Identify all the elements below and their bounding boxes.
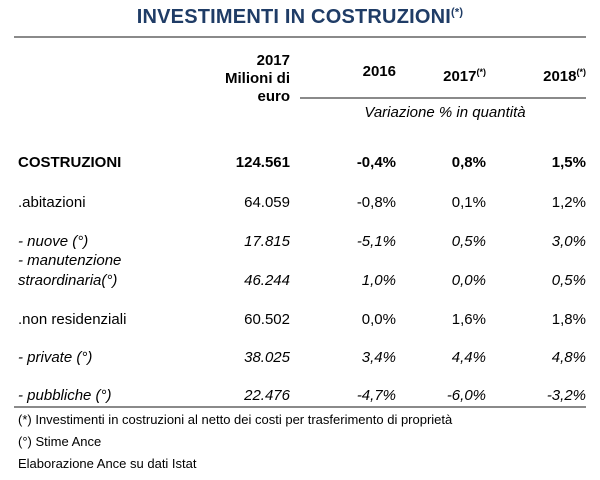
row-label: - pubbliche (°) (18, 387, 112, 404)
row-2018: 4,8% (551, 349, 586, 366)
footnote-1: (*) Investimenti in costruzioni al netto… (18, 412, 453, 427)
row-2016: -0,8% (356, 194, 396, 211)
row-2016: -0,4% (356, 154, 396, 171)
row-label-line2: straordinaria(°) (18, 272, 118, 289)
row-value: 46.244 (244, 272, 290, 289)
row-value: 60.502 (244, 311, 290, 328)
row-2017: 0,8% (451, 154, 486, 171)
row-2018: 1,5% (551, 154, 586, 171)
page-title: INVESTIMENTI IN COSTRUZIONI(*) (0, 6, 600, 29)
row-2017: 4,4% (451, 349, 486, 366)
row-value: 124.561 (235, 154, 290, 171)
row-2016: 3,4% (361, 349, 396, 366)
row-label: - private (°) (18, 349, 93, 366)
row-2017: 0,0% (451, 272, 486, 289)
row-2016: -4,7% (356, 387, 396, 404)
footnote-2: (°) Stime Ance (18, 434, 102, 449)
row-2018: 1,2% (551, 194, 586, 211)
header-col-2018-text: 2018 (543, 68, 577, 85)
header-col-2017: 2017(*) (400, 63, 486, 86)
row-2018: 1,8% (551, 311, 586, 328)
row-value: 38.025 (244, 349, 290, 366)
bottom-rule (14, 406, 586, 408)
header-col-2018: 2018(*) (490, 63, 586, 86)
row-2016: 1,0% (361, 272, 396, 289)
row-label: COSTRUZIONI (18, 154, 122, 171)
row-value: 22.476 (244, 387, 290, 404)
row-2017: 1,6% (451, 311, 486, 328)
row-value: 64.059 (244, 194, 290, 211)
row-label: - nuove (°) (18, 233, 89, 250)
header-col-value-line2: Milioni di (225, 70, 290, 87)
footnote-source: Elaborazione Ance su dati Istat (18, 456, 197, 471)
row-value: 17.815 (244, 233, 290, 250)
header-col-2017-sup: (*) (476, 67, 487, 77)
header-col-2017-text: 2017 (443, 68, 477, 85)
row-2017: 0,1% (451, 194, 486, 211)
row-2018: -3,2% (546, 387, 586, 404)
row-2018: 3,0% (551, 233, 586, 250)
row-label: .non residenziali (18, 311, 127, 328)
header-col-2016: 2016 (362, 63, 396, 80)
title-superscript: (*) (451, 6, 464, 19)
row-label-line1: - manutenzione (18, 252, 122, 269)
row-2017: -6,0% (446, 387, 486, 404)
row-label: .abitazioni (18, 194, 86, 211)
header-col-2018-sup: (*) (576, 67, 587, 77)
header-subtitle: Variazione % in quantità (364, 104, 526, 121)
row-2016: -5,1% (356, 233, 396, 250)
title-text: INVESTIMENTI IN COSTRUZIONI (136, 6, 452, 28)
top-rule (14, 36, 586, 38)
row-2016: 0,0% (361, 311, 396, 328)
header-col-value-line1: 2017 (256, 52, 290, 69)
row-2018: 0,5% (551, 272, 586, 289)
row-2017: 0,5% (451, 233, 486, 250)
header-col-value-line3: euro (257, 88, 290, 105)
sub-rule (300, 97, 586, 99)
